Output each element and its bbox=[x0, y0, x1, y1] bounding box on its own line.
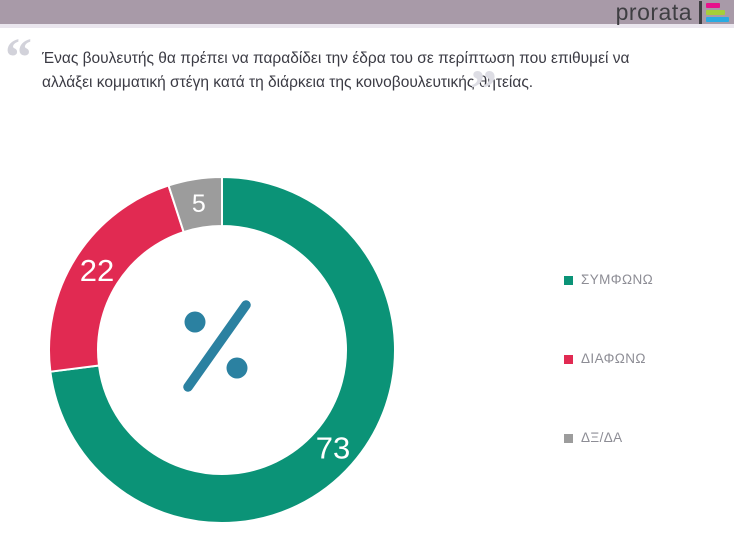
donut-chart-area: 73 22 5 bbox=[20, 148, 470, 538]
legend-label-dont-know: ΔΞ/ΔΑ bbox=[581, 430, 623, 446]
legend-swatch-agree bbox=[564, 275, 573, 285]
percent-center-icon bbox=[183, 300, 251, 392]
legend-item-disagree: ΔΙΑΦΩΝΩ bbox=[564, 352, 653, 366]
slice-value-label: 73 bbox=[316, 430, 350, 465]
header-bar: prorata bbox=[0, 0, 734, 28]
donut-slices: 73 22 5 bbox=[47, 175, 396, 524]
close-quote-icon: ” bbox=[470, 59, 497, 119]
logo-bar-blue-icon bbox=[706, 16, 729, 22]
legend-label-disagree: ΔΙΑΦΩΝΩ bbox=[581, 351, 646, 367]
logo-bar-green-icon bbox=[706, 9, 725, 15]
legend-label-agree: ΣΥΜΦΩΝΩ bbox=[581, 272, 654, 288]
question-text: Ένας βουλευτής θα πρέπει να παραδίδει τη… bbox=[42, 50, 630, 91]
brand-name: prorata bbox=[615, 0, 692, 25]
legend-swatch-disagree bbox=[564, 354, 573, 364]
donut-chart: 73 22 5 bbox=[47, 175, 396, 524]
logo-divider-bar bbox=[699, 0, 702, 24]
legend-item-agree: ΣΥΜΦΩΝΩ bbox=[564, 273, 653, 287]
donut-slice-3 bbox=[167, 175, 223, 234]
legend-swatch-dont-know bbox=[564, 433, 573, 443]
logo-bar-pink-icon bbox=[706, 2, 720, 8]
legend: ΣΥΜΦΩΝΩ ΔΙΑΦΩΝΩ ΔΞ/ΔΑ bbox=[564, 273, 653, 510]
open-quote-icon: “ bbox=[5, 27, 32, 87]
slice-value-label: 22 bbox=[80, 253, 114, 288]
donut-slice-2 bbox=[47, 184, 185, 373]
slice-value-label: 5 bbox=[192, 190, 206, 218]
legend-item-dont-know: ΔΞ/ΔΑ bbox=[564, 431, 653, 445]
prorata-logo: prorata bbox=[615, 0, 729, 25]
donut-slice-1 bbox=[49, 175, 396, 524]
logo-bars-icon bbox=[706, 2, 729, 22]
